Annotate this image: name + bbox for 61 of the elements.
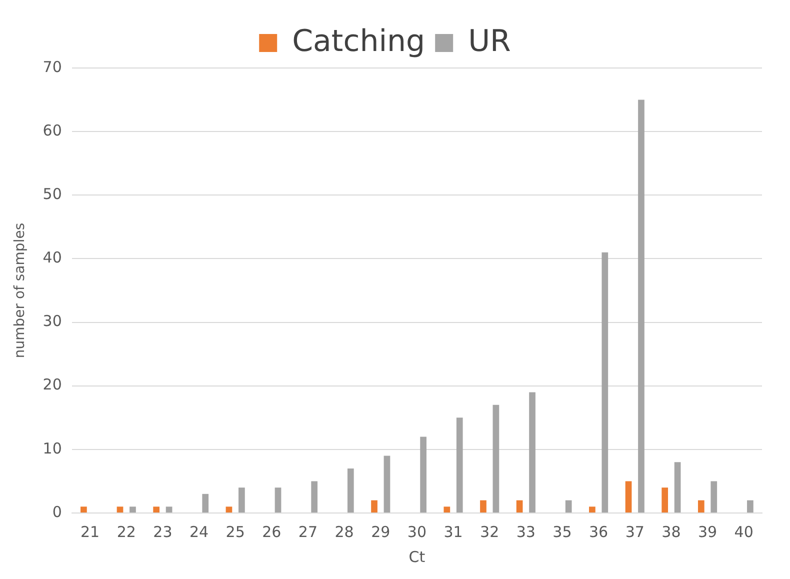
x-axis-title: Ct bbox=[408, 548, 426, 566]
x-tick-label: 37 bbox=[625, 522, 644, 541]
y-tick-label: 40 bbox=[42, 248, 62, 267]
bar bbox=[698, 500, 704, 512]
bar bbox=[480, 500, 486, 512]
bar bbox=[80, 506, 87, 512]
bar bbox=[371, 500, 378, 512]
bar bbox=[516, 500, 523, 512]
bar bbox=[130, 506, 136, 512]
y-tick-label: 70 bbox=[42, 58, 62, 76]
x-tick-label: 27 bbox=[298, 522, 318, 541]
bar bbox=[311, 481, 318, 512]
x-tick-label: 31 bbox=[444, 522, 463, 541]
y-axis-title: number of samples bbox=[12, 222, 28, 358]
x-tick-label: 29 bbox=[371, 522, 390, 541]
bar bbox=[384, 456, 390, 512]
bar bbox=[116, 506, 124, 512]
x-tick-label: 33 bbox=[516, 522, 536, 541]
x-tick-label: 28 bbox=[334, 522, 354, 541]
bar bbox=[589, 506, 596, 512]
bar bbox=[625, 481, 632, 512]
x-tick-label: 32 bbox=[480, 522, 500, 541]
x-tick-label: 22 bbox=[116, 522, 136, 541]
bar bbox=[202, 494, 209, 512]
bar bbox=[492, 404, 500, 512]
x-tick-label: 35 bbox=[552, 522, 572, 541]
x-tick-label: 38 bbox=[662, 522, 681, 541]
y-tick-label: 20 bbox=[42, 376, 62, 394]
bar bbox=[565, 500, 572, 512]
bar bbox=[638, 100, 644, 512]
x-tick-label: 39 bbox=[698, 522, 718, 541]
legend-label: Catching bbox=[292, 24, 426, 59]
y-tick-label: 10 bbox=[42, 439, 62, 458]
x-tick-label: 23 bbox=[153, 522, 172, 541]
bar bbox=[153, 506, 160, 512]
bar bbox=[710, 481, 718, 512]
bar bbox=[166, 506, 172, 512]
y-tick-label: 50 bbox=[42, 185, 62, 204]
x-tick-label: 24 bbox=[189, 522, 209, 541]
x-tick-label: 21 bbox=[80, 522, 100, 541]
bar bbox=[674, 462, 681, 512]
bar bbox=[444, 506, 450, 512]
x-tick-label: 40 bbox=[734, 522, 754, 541]
bar bbox=[238, 488, 245, 512]
y-tick-label: 30 bbox=[42, 312, 62, 330]
bar bbox=[226, 506, 232, 512]
bar bbox=[529, 392, 536, 512]
x-tick-label: 26 bbox=[262, 522, 282, 541]
bar bbox=[420, 436, 426, 512]
legend-label: UR bbox=[468, 24, 511, 59]
x-tick-label: 36 bbox=[589, 522, 608, 541]
y-tick-label: 60 bbox=[42, 121, 62, 140]
y-tick-label: 0 bbox=[52, 502, 62, 521]
bar bbox=[602, 252, 608, 512]
bar bbox=[274, 488, 282, 512]
bar bbox=[456, 418, 463, 512]
bar bbox=[747, 500, 754, 512]
bar bbox=[347, 468, 354, 512]
bar bbox=[662, 488, 668, 512]
x-tick-label: 30 bbox=[407, 522, 426, 541]
x-tick-label: 25 bbox=[226, 522, 245, 541]
